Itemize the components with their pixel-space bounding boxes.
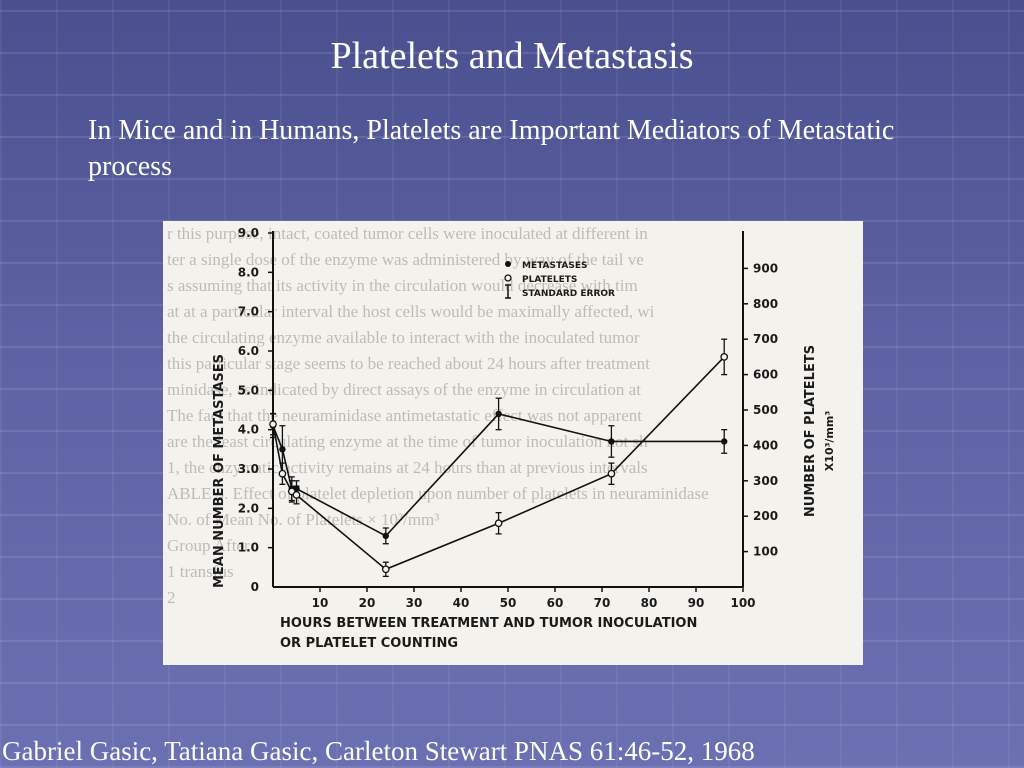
x-tick-label: 60 <box>547 596 564 610</box>
data-point-platelets <box>278 469 287 478</box>
data-point-platelets <box>292 491 301 499</box>
y-tick-label-left: 2.0 <box>238 501 259 515</box>
data-point-platelets <box>269 420 277 429</box>
data-point-metastases <box>721 438 728 445</box>
y-tick-label-left: 3.0 <box>238 462 259 476</box>
y-tick-label-left: 4.0 <box>238 423 259 437</box>
y-tick-label-left: 8.0 <box>238 265 259 279</box>
slide-subtitle: In Mice and in Humans, Platelets are Imp… <box>88 115 895 182</box>
y-tick-label-right: 900 <box>753 261 778 275</box>
series-line-metastases <box>272 413 725 537</box>
y-tick-label-right: 500 <box>753 403 778 417</box>
x-tick-label: 100 <box>730 596 755 610</box>
x-tick-label: 90 <box>688 596 705 610</box>
y-tick-label-right: 600 <box>753 368 778 382</box>
data-point-metastases <box>279 446 286 453</box>
y-tick-label-right: 700 <box>753 332 778 346</box>
x-axis-label: HOURS BETWEEN TREATMENT AND TUMOR INOCUL… <box>280 616 697 631</box>
y-tick-label-left: 1.0 <box>238 541 259 555</box>
x-tick-label: 10 <box>312 596 329 610</box>
legend-label: METASTASES <box>522 261 588 271</box>
y-tick-label-left: 7.0 <box>238 305 259 319</box>
legend-marker-filled <box>505 261 511 267</box>
y-tick-label-right: 800 <box>753 297 778 311</box>
x-tick-label: 70 <box>594 596 611 610</box>
y-tick-label-left: 6.0 <box>238 344 259 358</box>
data-point-metastases <box>495 410 502 418</box>
y-tick-label-left: 9.0 <box>238 226 259 240</box>
x-tick-label: 50 <box>500 596 517 610</box>
data-point-platelets <box>381 565 390 574</box>
data-point-platelets <box>720 353 729 361</box>
x-tick-label: 30 <box>406 596 423 610</box>
data-point-platelets <box>607 469 616 478</box>
y-tick-label-right: 300 <box>753 474 778 488</box>
data-point-platelets <box>494 519 503 528</box>
x-tick-label: 80 <box>641 596 658 610</box>
legend-label: PLATELETS <box>522 275 577 285</box>
y-tick-label-left: 0 <box>251 580 259 594</box>
x-tick-label: 40 <box>453 596 470 610</box>
citation: Gabriel Gasic, Tatiana Gasic, Carleton S… <box>2 736 755 766</box>
y-tick-label-right: 400 <box>753 438 778 452</box>
legend-label: STANDARD ERROR <box>522 289 615 299</box>
y-tick-label-right: 200 <box>753 509 778 523</box>
y-tick-label-right: 100 <box>753 545 778 559</box>
y-tick-label-left: 5.0 <box>238 383 259 397</box>
y-axis-units-right: X10³/mm³ <box>823 411 836 472</box>
x-axis-label: OR PLATELET COUNTING <box>280 636 458 651</box>
legend-marker-open <box>504 274 512 282</box>
y-axis-label-right: NUMBER OF PLATELETS <box>803 345 818 517</box>
y-axis-label-left: MEAN NUMBER OF METASTASES <box>212 354 227 588</box>
series-line-platelets <box>272 356 725 571</box>
data-point-metastases <box>608 438 615 445</box>
chart-svg: 0 1.0 2.0 3.0 4.0 5.0 6.0 7.0 8.0 9.0 100 200 300 400… <box>212 226 836 651</box>
chart-figure: r this purpose, intact, coated tumor cel… <box>163 221 863 665</box>
x-tick-label: 20 <box>359 596 376 610</box>
slide-title: Platelets and Metastasis <box>330 35 694 77</box>
data-point-metastases <box>382 532 389 540</box>
